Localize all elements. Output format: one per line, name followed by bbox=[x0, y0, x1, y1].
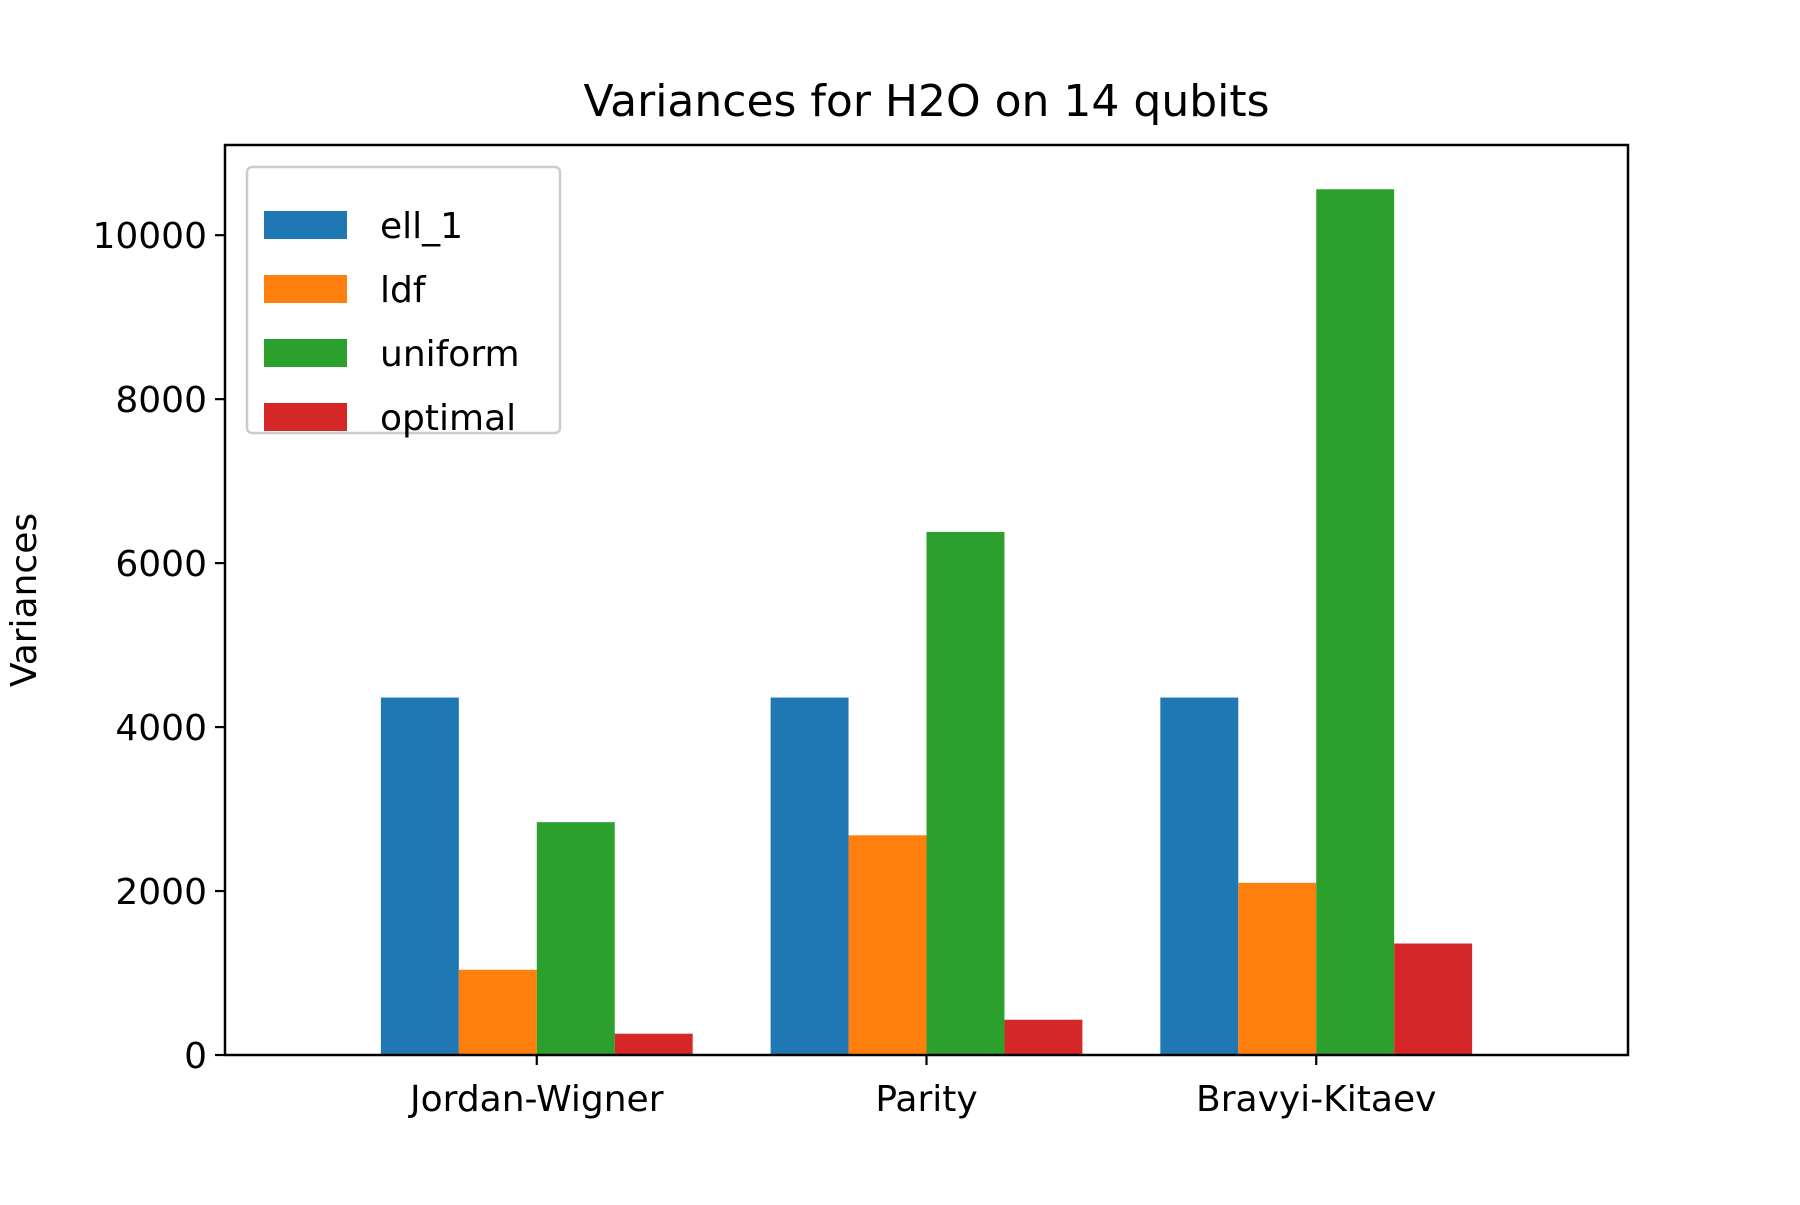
bar-uniform-1 bbox=[926, 531, 1005, 1055]
bar-uniform-0 bbox=[536, 822, 615, 1055]
y-tick-label-0: 0 bbox=[184, 1036, 207, 1077]
legend-swatch-optimal bbox=[264, 403, 347, 431]
x-tick-label-2: Bravyi-Kitaev bbox=[1196, 1079, 1436, 1120]
y-tick-label-4: 8000 bbox=[115, 380, 207, 421]
bars-layer bbox=[380, 189, 1473, 1055]
bar-optimal-0 bbox=[614, 1033, 693, 1055]
legend-label-ldf: ldf bbox=[380, 270, 427, 311]
legend-swatch-uniform bbox=[264, 339, 347, 367]
chart-title: Variances for H2O on 14 qubits bbox=[583, 76, 1269, 127]
y-axis: 0 2000 4000 6000 8000 10000 bbox=[92, 216, 225, 1077]
legend-swatch-ldf bbox=[264, 275, 347, 303]
legend-label-ell_1: ell_1 bbox=[380, 206, 463, 247]
y-tick-label-1: 2000 bbox=[115, 872, 207, 913]
bar-optimal-1 bbox=[1004, 1019, 1083, 1055]
legend-label-optimal: optimal bbox=[380, 398, 516, 439]
bar-ell_1-0 bbox=[380, 697, 459, 1055]
bar-uniform-2 bbox=[1316, 189, 1395, 1055]
bar-ldf-0 bbox=[458, 969, 537, 1055]
y-axis-label: Variances bbox=[4, 513, 45, 687]
bar-ell_1-1 bbox=[770, 697, 849, 1055]
bar-ldf-2 bbox=[1238, 882, 1317, 1055]
bar-optimal-2 bbox=[1394, 943, 1473, 1055]
x-tick-label-1: Parity bbox=[875, 1079, 977, 1120]
y-tick-label-3: 6000 bbox=[115, 544, 207, 585]
legend-swatch-ell_1 bbox=[264, 211, 347, 239]
bar-ell_1-2 bbox=[1160, 697, 1239, 1055]
x-axis: Jordan-Wigner Parity Bravyi-Kitaev bbox=[408, 1055, 1436, 1120]
y-tick-label-2: 4000 bbox=[115, 708, 207, 749]
x-tick-label-0: Jordan-Wigner bbox=[408, 1079, 664, 1120]
legend-label-uniform: uniform bbox=[380, 334, 520, 375]
y-tick-label-5: 10000 bbox=[92, 216, 207, 257]
bar-ldf-1 bbox=[848, 835, 927, 1055]
